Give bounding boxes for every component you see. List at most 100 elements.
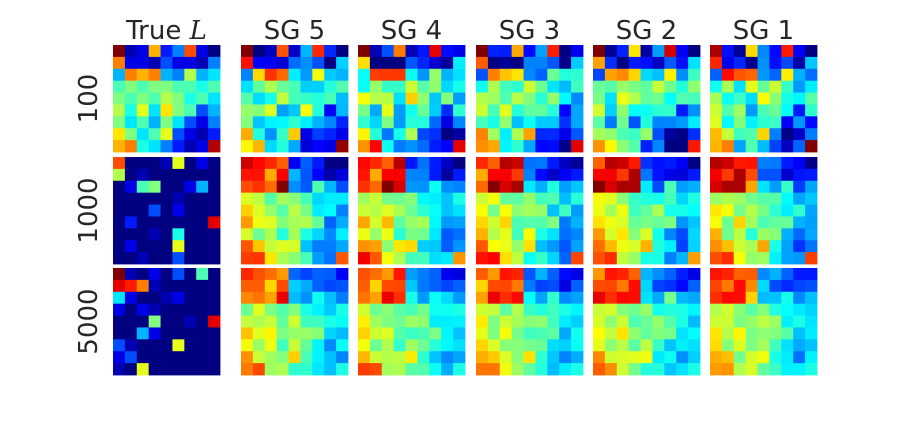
heatmap-cell [793, 240, 806, 253]
heatmap-cell [441, 351, 454, 364]
heatmap-cell [476, 45, 489, 58]
heatmap-cell [312, 240, 325, 253]
heatmap-cell [241, 180, 254, 194]
heatmap-cell [499, 240, 513, 253]
heatmap-cell [688, 252, 701, 265]
heatmap-cell [781, 363, 794, 376]
heatmap-cell [241, 327, 254, 340]
heatmap-panel-true-l-5000 [113, 268, 221, 376]
heatmap-cell [288, 192, 301, 205]
heatmap-cell [113, 116, 126, 129]
heatmap-cell [196, 45, 209, 58]
heatmap-cell [805, 180, 818, 194]
heatmap-cell [252, 104, 266, 117]
heatmap-cell [429, 252, 442, 265]
heatmap-cell [113, 168, 126, 182]
heatmap-cell [172, 68, 185, 82]
heatmap-cell [358, 339, 371, 352]
heatmap-cell [429, 68, 442, 82]
heatmap-cell [264, 216, 278, 229]
heatmap-cell [652, 140, 665, 153]
heatmap-cell [547, 192, 560, 205]
heatmap-cell [769, 303, 782, 316]
heatmap-cell [441, 68, 454, 82]
heatmap-cell [664, 128, 677, 141]
heatmap-cell [393, 216, 406, 229]
heatmap-cell [745, 268, 758, 281]
heatmap-cell [805, 92, 818, 105]
heatmap-cell [241, 363, 254, 376]
heatmap-cell [184, 327, 197, 340]
heatmap-cell [405, 68, 418, 82]
heatmap-cell [487, 56, 501, 70]
heatmap-cell [523, 104, 536, 117]
heatmap-cell [652, 56, 665, 70]
heatmap-cell [571, 56, 584, 70]
heatmap-cell [124, 279, 138, 293]
heatmap-cell [369, 104, 383, 117]
heatmap-cell [124, 252, 138, 265]
heatmap-cell [559, 216, 572, 229]
heatmap-cell [487, 216, 501, 229]
heatmap-cell [276, 339, 289, 352]
heatmap-cell [628, 327, 641, 340]
heatmap-cell [664, 363, 677, 376]
heatmap-cell [640, 80, 653, 93]
heatmap-cell [312, 327, 325, 340]
heatmap-cell [805, 268, 818, 281]
heatmap-cell [113, 268, 126, 281]
heatmap-cell [547, 252, 560, 265]
heatmap-cell [676, 240, 689, 253]
heatmap-cell [113, 56, 126, 70]
heatmap-cell [710, 140, 723, 153]
heatmap-cell [336, 363, 349, 376]
heatmap-cell [511, 252, 524, 265]
heatmap-cell [252, 363, 266, 376]
heatmap-cell [535, 315, 548, 328]
heatmap-cell [745, 216, 758, 229]
heatmap-cell [393, 128, 406, 141]
heatmap-cell [300, 327, 313, 340]
heatmap-cell [511, 116, 524, 129]
heatmap-cell [381, 268, 395, 281]
heatmap-cell [511, 192, 524, 205]
heatmap-cell [547, 268, 560, 281]
heatmap-cell [733, 168, 747, 182]
heatmap-cell [547, 216, 560, 229]
heatmap-cell [429, 315, 442, 328]
heatmap-cell [172, 339, 185, 352]
heatmap-cell [476, 68, 489, 82]
heatmap-cell [593, 291, 606, 305]
heatmap-cell [511, 303, 524, 316]
heatmap-cell [805, 216, 818, 229]
heatmap-cell [664, 45, 677, 58]
heatmap-cell [547, 291, 560, 305]
heatmap-cell [664, 291, 677, 305]
heatmap-cell [616, 45, 630, 58]
heatmap-cell [124, 363, 138, 376]
heatmap-cell [676, 291, 689, 305]
heatmap-cell [208, 168, 221, 182]
heatmap-cell [676, 140, 689, 153]
heatmap-cell [453, 104, 466, 117]
heatmap-cell [547, 327, 560, 340]
heatmap-cell [769, 192, 782, 205]
heatmap-cell [441, 104, 454, 117]
heatmap-cell [676, 303, 689, 316]
heatmap-panel-sg-3-5000 [476, 268, 584, 376]
heatmap-cell [417, 180, 430, 194]
heatmap-cell [324, 168, 337, 182]
heatmap-cell [453, 228, 466, 241]
heatmap-cell [336, 92, 349, 105]
heatmap-cell [571, 363, 584, 376]
heatmap-cell [805, 56, 818, 70]
heatmap-cell [487, 80, 501, 93]
heatmap-cell [781, 68, 794, 82]
heatmap-cell [208, 128, 221, 141]
heatmap-cell [429, 56, 442, 70]
heatmap-cell [172, 268, 185, 281]
heatmap-cell [499, 68, 513, 82]
heatmap-cell [476, 339, 489, 352]
heatmap-cell [805, 128, 818, 141]
heatmap-cell [358, 80, 371, 93]
